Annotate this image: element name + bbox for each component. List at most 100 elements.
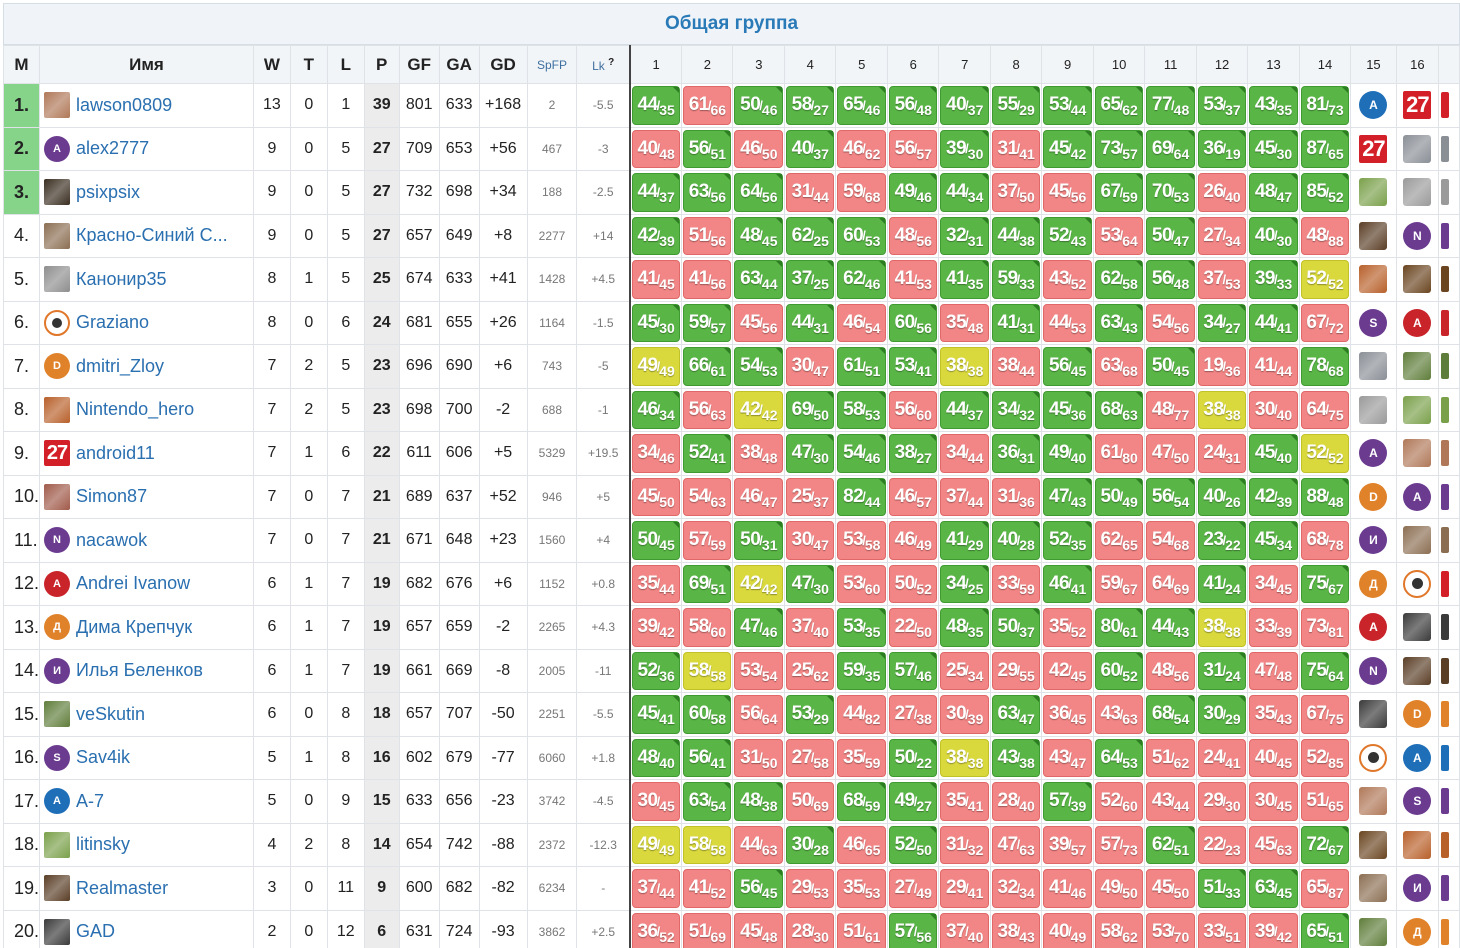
result-cell[interactable]: 33/39 bbox=[1247, 605, 1300, 650]
result-cell[interactable]: 56/57 bbox=[887, 126, 940, 171]
result-win[interactable]: 59/35 bbox=[837, 651, 887, 690]
result-cell[interactable]: 56/64 bbox=[732, 692, 786, 737]
result-cell[interactable]: 59/33 bbox=[990, 257, 1043, 302]
result-cell[interactable]: 46/49 bbox=[887, 518, 940, 563]
result-win[interactable]: 62/25 bbox=[786, 216, 835, 255]
result-draw[interactable]: 49/49 bbox=[631, 347, 681, 386]
result-loss[interactable]: 29/55 bbox=[992, 651, 1041, 690]
result-cell[interactable]: 46/41 bbox=[1041, 561, 1095, 606]
result-cell[interactable]: 25/34 bbox=[938, 648, 992, 693]
result-loss[interactable]: 35/41 bbox=[940, 782, 990, 821]
result-cell[interactable]: 58/27 bbox=[784, 83, 837, 128]
result-win[interactable]: 56/45 bbox=[1043, 347, 1093, 386]
result-cell[interactable]: 37/25 bbox=[784, 257, 837, 302]
result-cell[interactable]: 45/63 bbox=[1247, 822, 1300, 867]
result-loss[interactable]: 39/42 bbox=[1249, 912, 1298, 948]
result-win[interactable]: 48/38 bbox=[734, 782, 784, 821]
result-loss[interactable]: 44/63 bbox=[734, 825, 784, 864]
result-loss[interactable]: 73/81 bbox=[1301, 608, 1349, 647]
result-cell[interactable]: 58/60 bbox=[681, 605, 734, 650]
result-cell[interactable]: 24/41 bbox=[1196, 735, 1249, 780]
result-loss[interactable]: 43/63 bbox=[1095, 695, 1144, 734]
upcoming-opponent-cell[interactable] bbox=[1395, 257, 1439, 302]
result-draw[interactable]: 52/52 bbox=[1301, 260, 1349, 299]
result-cell[interactable]: 19/36 bbox=[1196, 344, 1249, 389]
result-cell[interactable]: 53/70 bbox=[1144, 909, 1198, 948]
result-win[interactable]: 60/53 bbox=[837, 216, 887, 255]
player-link[interactable]: Канонир35 bbox=[41, 266, 253, 293]
result-win[interactable]: 63/44 bbox=[734, 260, 784, 299]
result-cell[interactable]: 44/38 bbox=[990, 213, 1043, 258]
result-loss[interactable]: 41/52 bbox=[683, 869, 732, 908]
result-cell[interactable]: 44/31 bbox=[784, 300, 837, 345]
result-loss[interactable]: 46/47 bbox=[734, 477, 784, 516]
result-loss[interactable]: 52/60 bbox=[1095, 782, 1144, 821]
result-loss[interactable]: 30/39 bbox=[940, 695, 990, 734]
result-loss[interactable]: 51/69 bbox=[683, 912, 732, 948]
upcoming-opponent-cell[interactable] bbox=[1395, 648, 1439, 693]
result-cell[interactable]: 38/38 bbox=[1196, 387, 1249, 432]
result-win[interactable]: 54/53 bbox=[734, 347, 784, 386]
player-link[interactable]: И Илья Беленков bbox=[41, 657, 253, 684]
result-cell[interactable]: 64/56 bbox=[732, 170, 786, 215]
player-name[interactable]: GAD bbox=[76, 921, 116, 942]
result-cell[interactable]: 78/68 bbox=[1299, 344, 1351, 389]
result-win[interactable]: 68/63 bbox=[1095, 390, 1144, 429]
player-name[interactable]: alex2777 bbox=[76, 138, 150, 159]
result-win[interactable]: 50/45 bbox=[631, 521, 681, 560]
result-win[interactable]: 69/51 bbox=[683, 564, 732, 603]
result-cell[interactable]: 39/42 bbox=[628, 605, 683, 650]
result-win[interactable]: 41/35 bbox=[940, 260, 990, 299]
result-win[interactable]: 42/39 bbox=[1249, 477, 1298, 516]
player-name[interactable]: Илья Беленков bbox=[76, 660, 203, 681]
result-cell[interactable]: 43/63 bbox=[1093, 692, 1146, 737]
result-loss[interactable]: 52/85 bbox=[1301, 738, 1349, 777]
result-win[interactable]: 44/37 bbox=[940, 390, 990, 429]
result-cell[interactable]: 29/41 bbox=[938, 866, 992, 911]
result-cell[interactable]: 43/52 bbox=[1041, 257, 1095, 302]
result-loss[interactable]: 68/78 bbox=[1301, 521, 1349, 560]
upcoming-opponent-cell[interactable]: A bbox=[1349, 83, 1397, 128]
result-loss[interactable]: 35/59 bbox=[837, 738, 887, 777]
result-loss[interactable]: 41/46 bbox=[1043, 869, 1093, 908]
upcoming-opponent-cell[interactable]: A bbox=[1349, 431, 1397, 476]
col-spfp-header[interactable]: SpFP bbox=[526, 45, 578, 84]
player-link[interactable]: psixpsix bbox=[41, 179, 253, 206]
result-cell[interactable]: 54/46 bbox=[835, 431, 889, 476]
result-cell[interactable]: 80/61 bbox=[1093, 605, 1146, 650]
result-cell[interactable]: 50/46 bbox=[732, 83, 786, 128]
result-cell[interactable]: 52/41 bbox=[681, 431, 734, 476]
result-loss[interactable]: 45/56 bbox=[1043, 173, 1093, 212]
result-win[interactable]: 52/35 bbox=[1043, 521, 1093, 560]
result-win[interactable]: 36/31 bbox=[992, 434, 1041, 473]
result-cell[interactable]: 34/27 bbox=[1196, 300, 1249, 345]
result-win[interactable]: 45/34 bbox=[1249, 521, 1298, 560]
result-cell[interactable]: 68/63 bbox=[1093, 387, 1146, 432]
result-cell[interactable]: 51/65 bbox=[1299, 779, 1351, 824]
result-loss[interactable]: 25/34 bbox=[940, 651, 990, 690]
result-cell[interactable]: 46/62 bbox=[835, 126, 889, 171]
result-cell[interactable]: 52/85 bbox=[1299, 735, 1351, 780]
result-cell[interactable]: 31/32 bbox=[938, 822, 992, 867]
col-points-header[interactable]: P bbox=[363, 45, 400, 84]
result-loss[interactable]: 48/88 bbox=[1301, 216, 1349, 255]
result-loss[interactable]: 44/82 bbox=[837, 695, 887, 734]
result-cell[interactable]: 68/54 bbox=[1144, 692, 1198, 737]
upcoming-opponent-cell[interactable] bbox=[1349, 170, 1397, 215]
player-name[interactable]: android11 bbox=[76, 442, 155, 463]
result-loss[interactable]: 48/56 bbox=[889, 216, 938, 255]
result-cell[interactable]: 56/60 bbox=[887, 387, 940, 432]
result-cell[interactable]: 44/63 bbox=[732, 822, 786, 867]
result-cell[interactable]: 53/58 bbox=[835, 518, 889, 563]
result-cell[interactable]: 61/66 bbox=[681, 83, 734, 128]
result-loss[interactable]: 31/32 bbox=[940, 825, 990, 864]
result-loss[interactable]: 48/56 bbox=[1146, 651, 1196, 690]
result-cell[interactable]: 34/32 bbox=[990, 387, 1043, 432]
result-win[interactable]: 53/41 bbox=[889, 347, 938, 386]
result-loss[interactable]: 45/56 bbox=[734, 303, 784, 342]
result-cell[interactable]: 35/59 bbox=[835, 735, 889, 780]
result-win[interactable]: 40/28 bbox=[992, 521, 1041, 560]
result-cell[interactable]: 50/22 bbox=[887, 735, 940, 780]
result-loss[interactable]: 51/62 bbox=[1146, 738, 1196, 777]
result-cell[interactable]: 65/87 bbox=[1299, 866, 1351, 911]
